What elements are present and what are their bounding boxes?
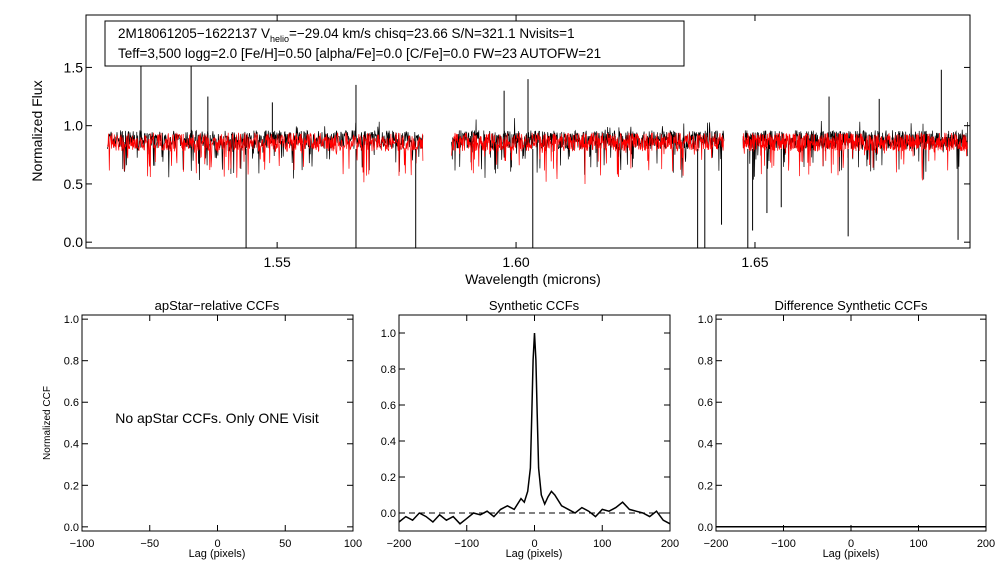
synthetic-ccf-frame (398, 314, 671, 532)
apstar-ccf-ylabel: Normalized CCF (42, 386, 53, 460)
spectrum-title-frame (104, 20, 685, 67)
apstar-ccf-xtick-label: −50 (140, 538, 159, 550)
difference-ccf-xlabel: Lag (pixels) (823, 548, 880, 560)
apstar-ccf-panel: −100 −50 0 50 100 0.0 0.2 0.4 0.6 0.8 1.0 apStar−r… (42, 298, 362, 560)
spectrum-frame (85, 14, 971, 249)
difference-ccf-ytick-label: 0.0 (698, 522, 713, 534)
spectrum-ytick-label: 1.5 (64, 59, 84, 75)
synthetic-ccf-xtick-label: 200 (661, 538, 679, 550)
synthetic-ccf-xtick-label: 100 (593, 538, 611, 550)
synthetic-ccf-ytick-label: 0.8 (381, 364, 396, 376)
spectrum-ylabel: Normalized Flux (29, 80, 45, 181)
spectrum-ticks: 1.55 1.60 1.65 0.0 0.5 1.0 1.5 (64, 15, 970, 270)
difference-ccf-xtick-label: −200 (704, 538, 729, 550)
apstar-ccf-ytick-label: 0.6 (64, 397, 79, 409)
spectrum-xtick-label: 1.65 (741, 254, 768, 270)
difference-ccf-xtick-label: 200 (977, 538, 995, 550)
spectrum-xtick-label: 1.60 (502, 254, 529, 270)
apstar-ccf-frame (81, 314, 354, 532)
synthetic-ccf-ytick-label: 0.0 (381, 508, 396, 520)
synthetic-ccf-ytick-label: 0.2 (381, 472, 396, 484)
difference-ccf-ytick-label: 0.6 (698, 397, 713, 409)
apstar-ccf-ytick-label: 1.0 (64, 314, 79, 326)
spectrum-ytick-label: 0.0 (64, 234, 84, 250)
apstar-ccf-title: apStar−relative CCFs (155, 298, 280, 313)
synthetic-ccf-xtick-label: −200 (387, 538, 412, 550)
difference-ccf-ytick-label: 0.2 (698, 480, 713, 492)
synthetic-ccf-ytick-label: 0.6 (381, 400, 396, 412)
spectrum-model-line (742, 132, 968, 181)
spectrum-title-subscript: helio (270, 34, 289, 44)
apstar-ccf-ytick-label: 0.8 (64, 356, 79, 368)
difference-ccf-panel: −200 −100 0 100 200 0.0 0.2 0.4 0.6 0.8 1.0 Differ… (698, 298, 995, 560)
synthetic-ccf-line (398, 332, 671, 525)
apstar-ccf-xlabel: Lag (pixels) (189, 548, 246, 560)
synthetic-ccf-ytick-label: 0.4 (381, 436, 396, 448)
spectrum-title-prefix: 2M18061205−1622137 V (118, 26, 270, 41)
synthetic-ccf-xtick-label: 0 (531, 538, 537, 550)
synthetic-ccf-ticks: −200 −100 0 100 200 0.0 0.2 0.4 0.6 0.8 1.0 (381, 315, 679, 550)
synthetic-ccf-xtick-label: −100 (454, 538, 479, 550)
spectrum-title-line1: 2M18061205−1622137 Vhelio=−29.04 km/s ch… (118, 26, 575, 44)
spectrum-xlabel: Wavelength (microns) (465, 271, 601, 287)
apstar-ccf-ytick-label: 0.0 (64, 522, 79, 534)
difference-ccf-xtick-label: −100 (771, 538, 796, 550)
synthetic-ccf-title: Synthetic CCFs (489, 298, 580, 313)
difference-ccf-xtick-label: 0 (848, 538, 854, 550)
spectrum-model-line (107, 132, 424, 183)
apstar-ccf-annotation: No apStar CCFs. Only ONE Visit (115, 410, 319, 426)
apstar-ccf-xtick-label: 100 (344, 538, 362, 550)
spectrum-lines (107, 53, 968, 248)
difference-ccf-ytick-label: 1.0 (698, 314, 713, 326)
spectrum-title-line2: Teff=3,500 logg=2.0 [Fe/H]=0.50 [alpha/F… (118, 46, 601, 61)
difference-ccf-title: Difference Synthetic CCFs (775, 298, 928, 313)
difference-ccf-ticks: −200 −100 0 100 200 0.0 0.2 0.4 0.6 0.8 1.0 (698, 314, 995, 550)
spectrum-model-line (451, 132, 725, 185)
spectrum-panel: 1.55 1.60 1.65 0.0 0.5 1.0 1.5 2M18061205−1622… (29, 14, 971, 287)
synthetic-ccf-panel: −200 −100 0 100 200 0.0 0.2 0.4 0.6 0.8 1.0 Synthe… (381, 298, 679, 560)
apstar-ccf-xtick-label: −100 (70, 538, 95, 550)
synthetic-ccf-ytick-label: 1.0 (381, 328, 396, 340)
synthetic-ccf-xlabel: Lag (pixels) (506, 548, 563, 560)
spectrum-xtick-label: 1.55 (264, 254, 291, 270)
difference-ccf-ytick-label: 0.4 (698, 439, 713, 451)
difference-ccf-frame (715, 314, 987, 532)
spectrum-ytick-label: 1.0 (64, 118, 84, 134)
spectrum-ytick-label: 0.5 (64, 176, 84, 192)
spectrum-title-suffix: =−29.04 km/s chisq=23.66 S/N=321.1 Nvisi… (289, 26, 575, 41)
spectrum-title-box: 2M18061205−1622137 Vhelio=−29.04 km/s ch… (104, 20, 685, 67)
synthetic-ccf-lines (398, 332, 671, 525)
apstar-ccf-ticks: −100 −50 0 50 100 0.0 0.2 0.4 0.6 0.8 1.0 (64, 314, 362, 550)
difference-ccf-xtick-label: 100 (909, 538, 927, 550)
apstar-ccf-xtick-label: 50 (279, 538, 291, 550)
difference-ccf-ytick-label: 0.8 (698, 356, 713, 368)
apstar-ccf-ytick-label: 0.4 (64, 439, 79, 451)
apstar-ccf-xtick-label: 0 (214, 538, 220, 550)
spectrum-observed-line (451, 118, 725, 178)
apstar-ccf-ytick-label: 0.2 (64, 480, 79, 492)
